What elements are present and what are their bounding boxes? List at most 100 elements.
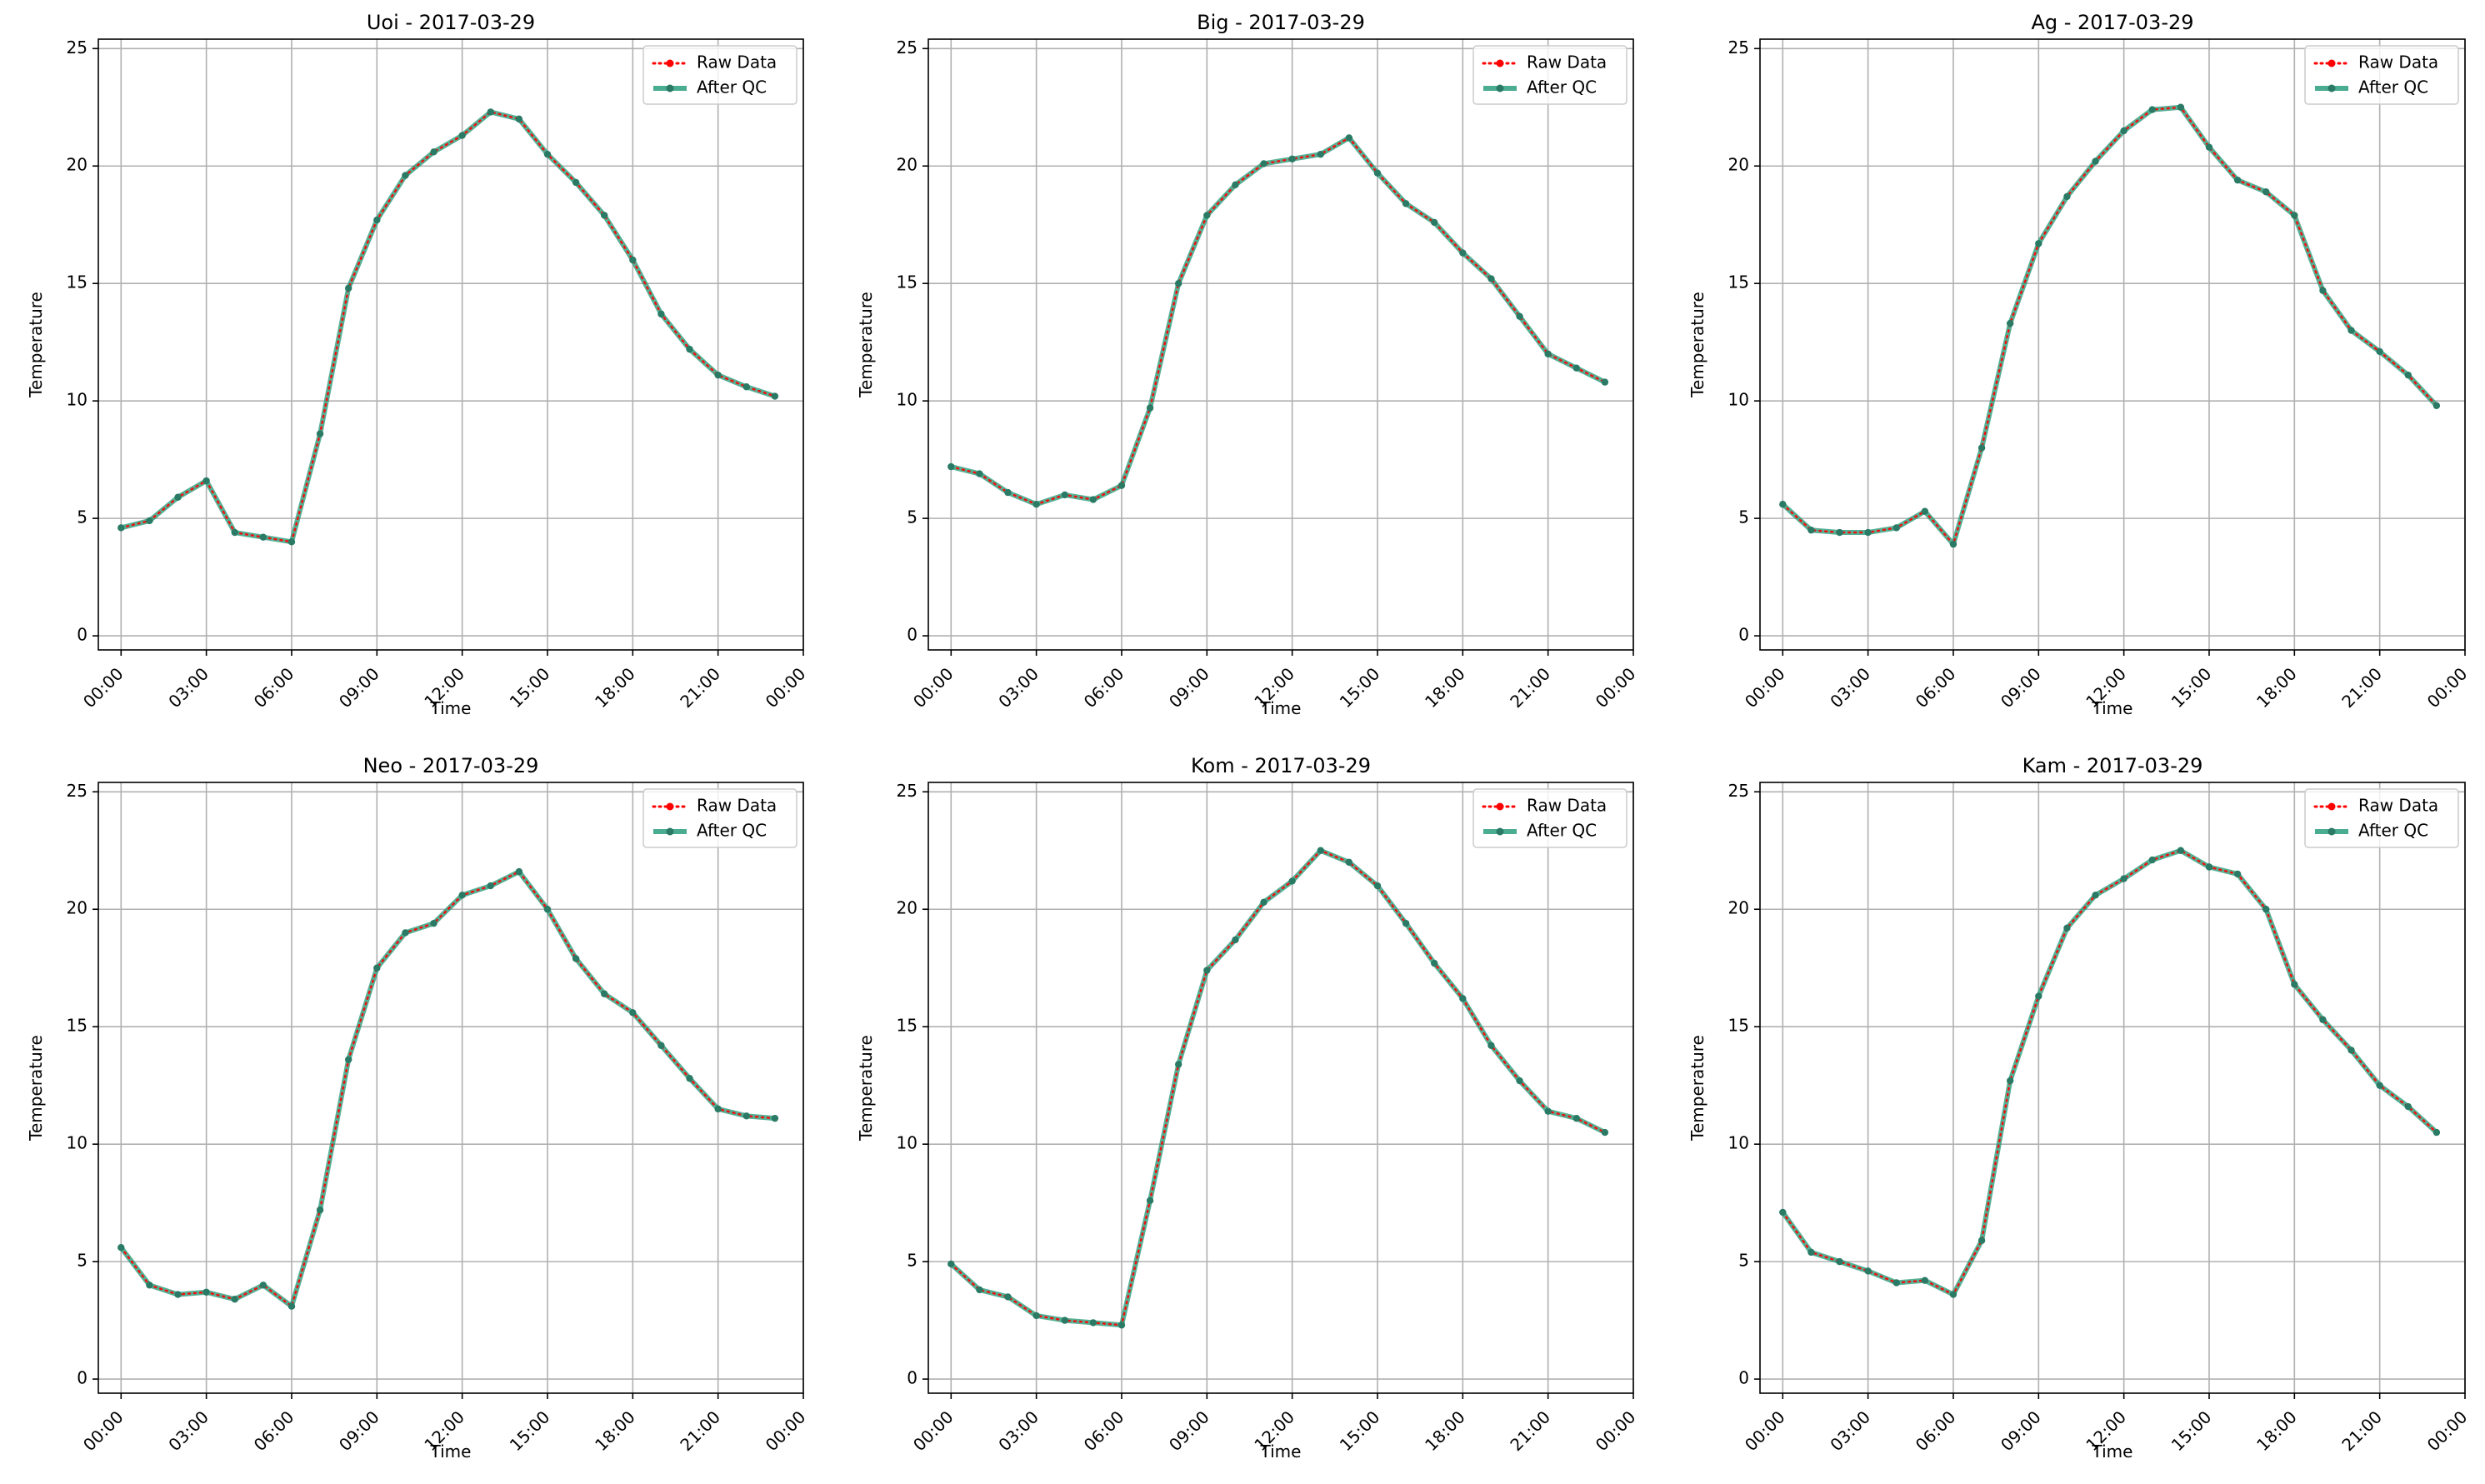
y-tick-label: 25 — [67, 37, 88, 57]
after-qc-point — [2262, 906, 2270, 913]
after-qc-point — [1864, 528, 1872, 537]
after-qc-point — [2092, 892, 2099, 899]
x-tick-label: 15:00 — [1336, 1407, 1384, 1455]
chart-title: Uoi - 2017-03-29 — [367, 11, 535, 34]
after-qc-point — [1779, 1208, 1787, 1217]
x-tick-label: 03:00 — [994, 1407, 1042, 1455]
y-tick-label: 15 — [897, 1016, 918, 1036]
series-line-raw-data — [1782, 849, 2438, 1297]
y-tick-label: 5 — [907, 507, 918, 527]
legend-label-after-qc: After QC — [2358, 821, 2428, 841]
after-qc-point — [1949, 540, 1958, 548]
after-qc-point — [316, 1206, 324, 1214]
legend-marker-after-qc — [2328, 84, 2336, 92]
y-tick-label: 20 — [67, 898, 88, 918]
after-qc-point — [2291, 981, 2298, 988]
after-qc-point — [2262, 188, 2270, 196]
legend-label-raw-data: Raw Data — [1527, 796, 1607, 816]
y-tick-label: 0 — [77, 1368, 88, 1388]
after-qc-point — [714, 1105, 722, 1113]
after-qc-point — [1146, 1197, 1154, 1205]
x-tick-label: 03:00 — [164, 1407, 212, 1455]
x-tick-label: 21:00 — [676, 663, 724, 712]
after-qc-point — [1317, 847, 1324, 854]
after-qc-point — [231, 1296, 238, 1303]
after-qc-point — [1061, 491, 1068, 499]
after-qc-point — [601, 212, 608, 219]
legend-marker-after-qc — [666, 827, 674, 836]
after-qc-point — [316, 430, 324, 437]
axes-frame — [928, 38, 1634, 651]
x-tick-label: 15:00 — [1336, 663, 1384, 712]
after-qc-point — [1488, 1042, 1495, 1049]
after-qc-point — [1345, 858, 1353, 867]
after-qc-point — [1288, 155, 1296, 162]
y-tick-label: 25 — [1728, 781, 1749, 801]
after-qc-point — [2432, 402, 2441, 409]
y-tick-label: 10 — [67, 1133, 88, 1153]
after-qc-point — [344, 1056, 352, 1063]
after-qc-point — [1061, 1317, 1068, 1324]
y-tick-label: 20 — [897, 155, 918, 175]
after-qc-point — [1864, 1267, 1872, 1275]
series-line-after-qc — [948, 135, 1608, 507]
x-tick-label: 21:00 — [1506, 1407, 1554, 1455]
y-tick-label: 0 — [1738, 1368, 1749, 1388]
x-tick-label: 18:00 — [2252, 663, 2301, 712]
x-tick-label: 03:00 — [164, 663, 212, 712]
after-qc-point — [1260, 160, 1268, 167]
y-tick-label: 10 — [67, 390, 88, 410]
x-tick-label: 18:00 — [1421, 1407, 1469, 1455]
after-qc-point — [1978, 444, 1986, 452]
after-qc-point — [1459, 995, 1467, 1002]
x-tick-label: 09:00 — [1165, 1407, 1213, 1455]
series-line-raw-data — [950, 136, 1607, 506]
legend: Raw Data After QC — [642, 788, 798, 848]
after-qc-point — [1174, 1061, 1182, 1068]
series-line-after-qc — [118, 869, 778, 1309]
x-tick-label: 00:00 — [79, 663, 128, 712]
series-line-after-qc — [948, 847, 1608, 1328]
after-qc-point — [1118, 482, 1126, 489]
after-qc-point — [2319, 287, 2327, 294]
after-qc-point — [2376, 347, 2383, 356]
after-qc-point — [1032, 501, 1040, 508]
chart-title: Neo - 2017-03-29 — [363, 754, 539, 777]
x-tick-label: 00:00 — [1741, 663, 1789, 712]
after-qc-point — [1174, 280, 1182, 287]
after-qc-point — [1146, 404, 1154, 412]
legend: Raw Data After QC — [642, 45, 798, 105]
x-tick-label: 00:00 — [909, 663, 958, 712]
y-tick-label: 5 — [77, 1251, 88, 1271]
after-qc-point — [146, 1282, 153, 1289]
x-tick-label: 06:00 — [250, 663, 298, 712]
y-tick-label: 10 — [897, 390, 918, 410]
after-qc-point — [1345, 134, 1353, 142]
after-qc-point — [2006, 1077, 2014, 1085]
after-qc-point — [259, 1282, 268, 1289]
after-qc-point — [118, 1244, 125, 1252]
legend: Raw Data After QC — [2304, 45, 2459, 105]
axes-frame — [1759, 782, 2466, 1394]
legend-label-raw-data: Raw Data — [2358, 52, 2438, 72]
after-qc-point — [1288, 877, 1296, 885]
legend-marker-raw-data — [1496, 802, 1504, 811]
after-qc-point — [1373, 169, 1382, 177]
after-qc-point — [2319, 1016, 2327, 1023]
legend-label-after-qc: After QC — [2358, 77, 2428, 97]
y-axis-label: Temperature — [856, 292, 876, 398]
series-line-after-qc — [118, 109, 778, 545]
after-qc-point — [1544, 350, 1552, 357]
after-qc-point — [976, 1286, 983, 1294]
after-qc-point — [771, 392, 779, 400]
after-qc-point — [231, 528, 238, 537]
legend-marker-after-qc — [2328, 827, 2336, 836]
series-line-after-qc — [1780, 847, 2439, 1297]
after-qc-point — [458, 132, 466, 139]
after-qc-point — [344, 284, 352, 292]
x-tick-label: 15:00 — [506, 1407, 554, 1455]
after-qc-point — [2092, 157, 2099, 165]
after-qc-point — [1516, 1077, 1523, 1085]
chart-title: Kom - 2017-03-29 — [1191, 754, 1371, 777]
legend-marker-raw-data — [666, 802, 674, 811]
